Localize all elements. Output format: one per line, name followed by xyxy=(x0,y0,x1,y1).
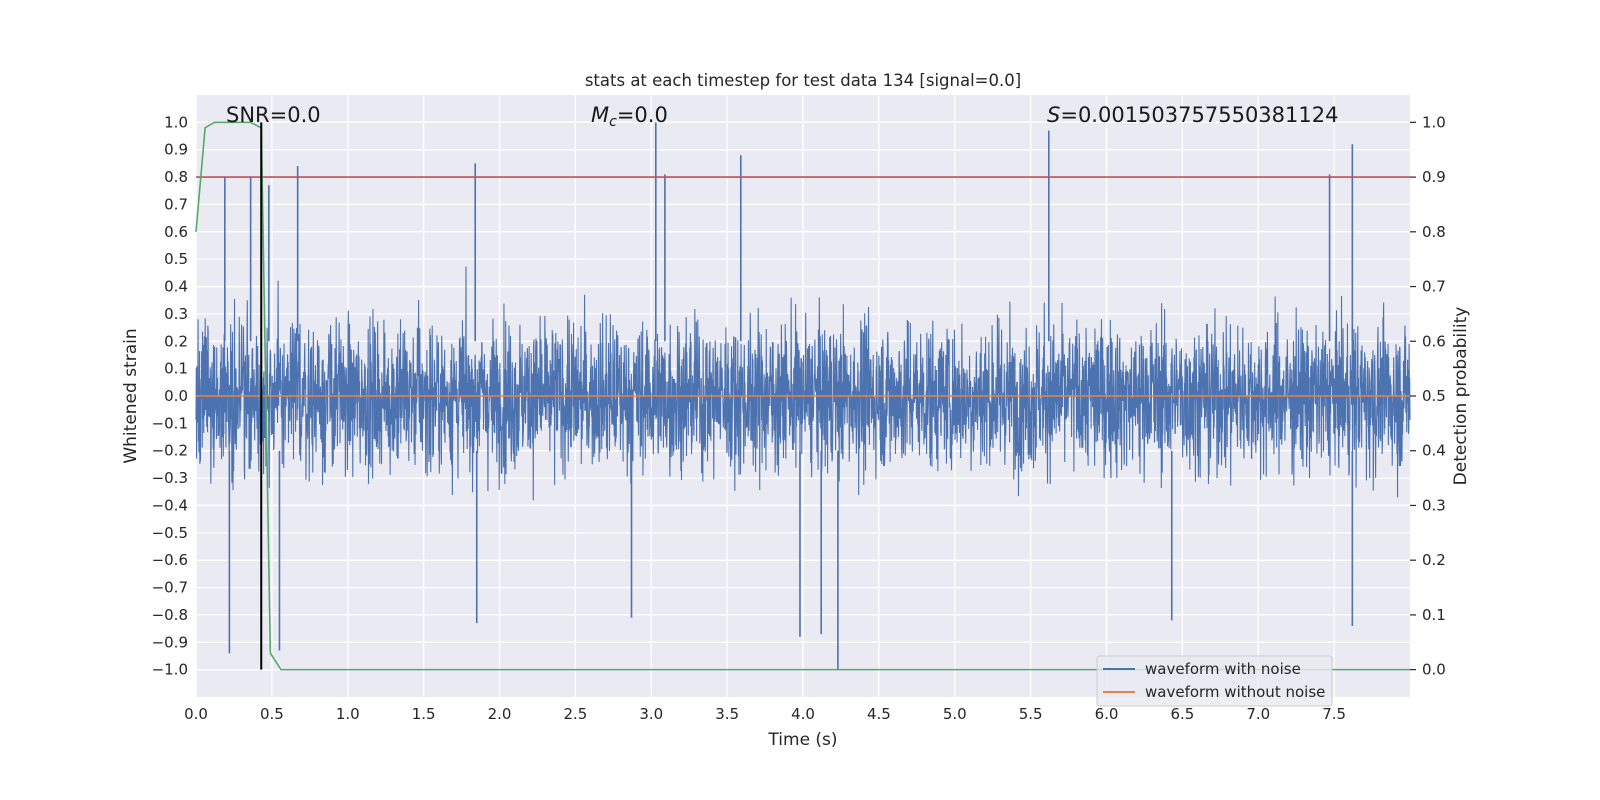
y-tick-label: −0.1 xyxy=(152,414,188,432)
s-value: =0.001503757550381124 xyxy=(1060,103,1338,127)
y-tick-label: 0.2 xyxy=(164,332,188,350)
y-tick-label: 1.0 xyxy=(164,113,188,131)
x-tick-label: 1.5 xyxy=(412,705,436,723)
s-annotation: S=0.001503757550381124 xyxy=(1047,103,1338,127)
x-tick-label: 3.0 xyxy=(639,705,663,723)
y-tick-label: 0.7 xyxy=(164,195,188,213)
snr-annotation: SNR=0.0 xyxy=(226,103,321,127)
y-right-tick-label: 0.3 xyxy=(1422,496,1446,514)
y-axis-label-right: Detection probability xyxy=(1451,307,1471,486)
x-tick-label: 5.5 xyxy=(1019,705,1043,723)
y-right-tick-label: 0.2 xyxy=(1422,551,1446,569)
y-right-tick-label: 0.7 xyxy=(1422,278,1446,296)
x-tick-label: 4.5 xyxy=(867,705,891,723)
y-right-tick-label: 0.8 xyxy=(1422,223,1446,241)
x-tick-label: 1.0 xyxy=(336,705,360,723)
x-tick-label: 4.0 xyxy=(791,705,815,723)
chart-title: stats at each timestep for test data 134… xyxy=(585,71,1021,90)
axes: 0.0 0.5 1.0 1.5 2.0 2.5 3.0 3.5 4.0 4.5 5.0 5.5 6.0 6… xyxy=(152,113,1446,723)
legend: waveform with noise waveform without noi… xyxy=(1096,655,1333,707)
y-right-tick-label: 1.0 xyxy=(1422,113,1446,131)
x-tick-label: 2.0 xyxy=(488,705,512,723)
series-layer xyxy=(195,121,1411,671)
x-tick-label: 0.5 xyxy=(260,705,284,723)
y-tick-label: −0.3 xyxy=(152,469,188,487)
x-tick-label: 6.0 xyxy=(1095,705,1119,723)
s-symbol: S xyxy=(1047,103,1060,127)
y-tick-label: −1.0 xyxy=(152,661,188,679)
y-tick-label: 0.8 xyxy=(164,168,188,186)
y-right-tick-label: 0.6 xyxy=(1422,332,1446,350)
y-right-tick-label: 0.1 xyxy=(1422,606,1446,624)
x-tick-label: 5.0 xyxy=(943,705,967,723)
y-tick-label: 0.6 xyxy=(164,223,188,241)
waveform-with-noise-line xyxy=(195,266,1411,501)
x-tick-label: 2.5 xyxy=(563,705,587,723)
y-tick-label: −0.8 xyxy=(152,606,188,624)
x-tick-label: 7.5 xyxy=(1322,705,1346,723)
y-right-tick-label: 0.4 xyxy=(1422,442,1446,460)
x-tick-label: 6.5 xyxy=(1170,705,1194,723)
x-tick-label: 0.0 xyxy=(184,705,208,723)
y-tick-label: −0.4 xyxy=(152,496,188,514)
y-tick-label: −0.9 xyxy=(152,633,188,651)
y-right-tick-label: 0.5 xyxy=(1422,387,1446,405)
y-tick-label: 0.9 xyxy=(164,141,188,159)
y-tick-label: −0.7 xyxy=(152,579,188,597)
y-tick-label: −0.6 xyxy=(152,551,188,569)
y-tick-label: −0.2 xyxy=(152,442,188,460)
detection-probability-line xyxy=(195,121,1410,671)
chirp-mass-subscript: c xyxy=(609,114,617,130)
x-tick-label: 3.5 xyxy=(715,705,739,723)
y-tick-label: −0.5 xyxy=(152,524,188,542)
y-tick-label: 0.0 xyxy=(164,387,188,405)
y-tick-label: 0.1 xyxy=(164,360,188,378)
x-tick-label: 7.0 xyxy=(1246,705,1270,723)
legend-label-waveform-without-noise: waveform without noise xyxy=(1145,683,1325,701)
y-right-tick-label: 0.9 xyxy=(1422,168,1446,186)
chirp-mass-symbol: M xyxy=(591,103,609,127)
chirp-mass-annotation: Mc=0.0 xyxy=(591,103,668,130)
y-tick-label: 0.5 xyxy=(164,250,188,268)
y-right-tick-label: 0.0 xyxy=(1422,661,1446,679)
x-axis-label: Time (s) xyxy=(767,730,837,750)
y-tick-label: 0.3 xyxy=(164,305,188,323)
y-tick-label: 0.4 xyxy=(164,278,188,296)
legend-box xyxy=(1096,655,1333,707)
legend-label-waveform-with-noise: waveform with noise xyxy=(1145,660,1301,678)
y-axis-label: Whitened strain xyxy=(121,328,141,463)
chirp-mass-value: =0.0 xyxy=(617,103,668,127)
